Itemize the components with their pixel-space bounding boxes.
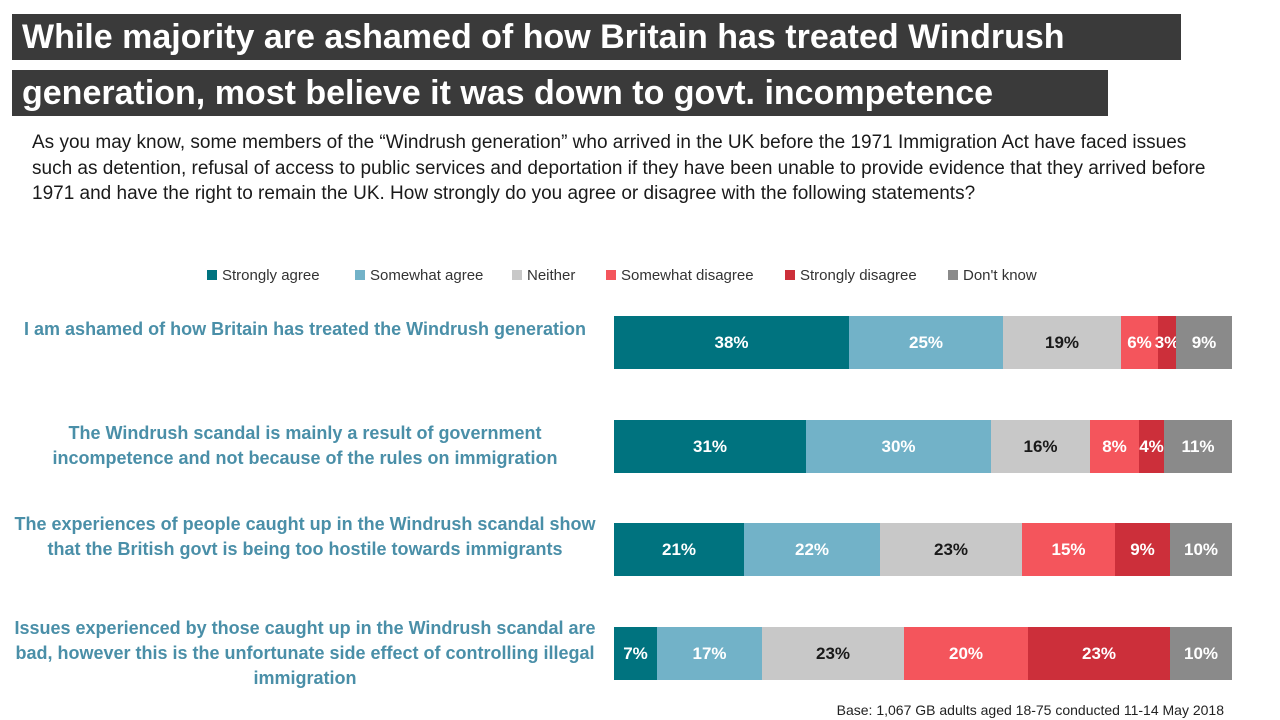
data-label: 23%: [1081, 643, 1117, 663]
stacked-bar: 21% 22% 23% 15% 9% 10%: [614, 523, 1232, 576]
category-label: I am ashamed of how Britain has treated …: [24, 319, 586, 339]
bar-segment: 8%: [1090, 420, 1139, 473]
bar-segment: 23%: [1028, 627, 1170, 680]
stacked-bar: 31% 30% 16% 8% 4% 11%: [614, 420, 1232, 473]
legend-swatch: [512, 270, 522, 280]
category-label: The experiences of people caught up in t…: [14, 514, 596, 559]
data-label: 9%: [1130, 539, 1155, 559]
bar-segment: 23%: [762, 627, 904, 680]
data-label: 21%: [661, 539, 697, 559]
data-label: 6%: [1127, 332, 1152, 352]
data-label: 20%: [948, 643, 984, 663]
legend-item: Somewhat disagree: [606, 266, 754, 286]
page-title-line-2: generation, most believe it was down to …: [12, 70, 1108, 116]
bar-segment: 23%: [880, 523, 1022, 576]
data-label: 10%: [1183, 539, 1219, 559]
bar-segment: 17%: [657, 627, 762, 680]
legend-label: Somewhat disagree: [621, 267, 754, 284]
legend-item: Neither: [512, 266, 575, 286]
data-label: 30%: [881, 436, 916, 456]
legend-swatch: [606, 270, 616, 280]
data-label: 7%: [623, 643, 648, 663]
legend-label: Strongly disagree: [800, 267, 917, 284]
bar-segment: 16%: [991, 420, 1090, 473]
data-label: 25%: [908, 332, 944, 352]
data-label: 9%: [1191, 332, 1217, 352]
bar-segment: 9%: [1115, 523, 1170, 576]
chart-legend: Strongly agree Somewhat agree Neither Somew…: [0, 266, 1280, 288]
data-label: 15%: [1051, 539, 1086, 559]
data-label: 23%: [933, 539, 969, 559]
bar-segment: 4%: [1139, 420, 1164, 473]
bar-segment: 7%: [614, 627, 657, 680]
bar-segment: 19%: [1003, 316, 1121, 369]
legend-item: Strongly agree: [207, 266, 320, 286]
data-label: 17%: [692, 643, 727, 663]
data-label: 8%: [1102, 436, 1127, 456]
data-label: 4%: [1139, 436, 1164, 456]
legend-swatch: [355, 270, 365, 280]
bar-segment: 30%: [806, 420, 991, 473]
data-label: 10%: [1183, 643, 1219, 663]
stacked-bar: 7% 17% 23% 20% 23% 10%: [614, 627, 1232, 680]
bar-segment: 21%: [614, 523, 744, 576]
bar-segment: 10%: [1170, 627, 1232, 680]
page-title-line-1: While majority are ashamed of how Britai…: [12, 14, 1181, 60]
base-note: Base: 1,067 GB adults aged 18-75 conduct…: [836, 702, 1224, 718]
bar-segment: 6%: [1121, 316, 1158, 369]
bar-segment: 9%: [1176, 316, 1232, 369]
legend-swatch: [207, 270, 217, 280]
bar-segment: 25%: [849, 316, 1003, 369]
bar-segment: 31%: [614, 420, 806, 473]
bar-segment: 15%: [1022, 523, 1115, 576]
legend-swatch: [785, 270, 795, 280]
bar-segment: 22%: [744, 523, 880, 576]
category-label: The Windrush scandal is mainly a result …: [52, 423, 558, 468]
data-label: 19%: [1044, 332, 1080, 352]
data-label: 31%: [692, 436, 728, 456]
stacked-bar: 38% 25% 19% 6% 3% 9%: [614, 316, 1232, 369]
legend-label: Somewhat agree: [370, 267, 484, 284]
legend-item: Don't know: [948, 266, 1037, 286]
legend-item: Somewhat agree: [355, 266, 483, 286]
data-label: 23%: [815, 643, 851, 663]
data-label: 16%: [1023, 436, 1058, 456]
data-label: 11%: [1181, 436, 1215, 456]
bar-segment: 38%: [614, 316, 849, 369]
legend-label: Neither: [527, 267, 576, 284]
bar-segment: 3%: [1155, 316, 1179, 369]
legend-item: Strongly disagree: [785, 266, 917, 286]
data-label: 3%: [1154, 332, 1180, 352]
legend-label: Don't know: [963, 267, 1037, 284]
legend-swatch: [948, 270, 958, 280]
survey-question: As you may know, some members of the “Wi…: [32, 132, 1206, 204]
bar-segment: 11%: [1164, 420, 1232, 473]
legend-label: Strongly agree: [222, 267, 320, 284]
data-label: 38%: [714, 332, 749, 352]
data-label: 22%: [794, 539, 830, 559]
category-label: Issues experienced by those caught up in…: [14, 618, 596, 688]
bar-segment: 10%: [1170, 523, 1232, 576]
bar-segment: 20%: [904, 627, 1028, 680]
